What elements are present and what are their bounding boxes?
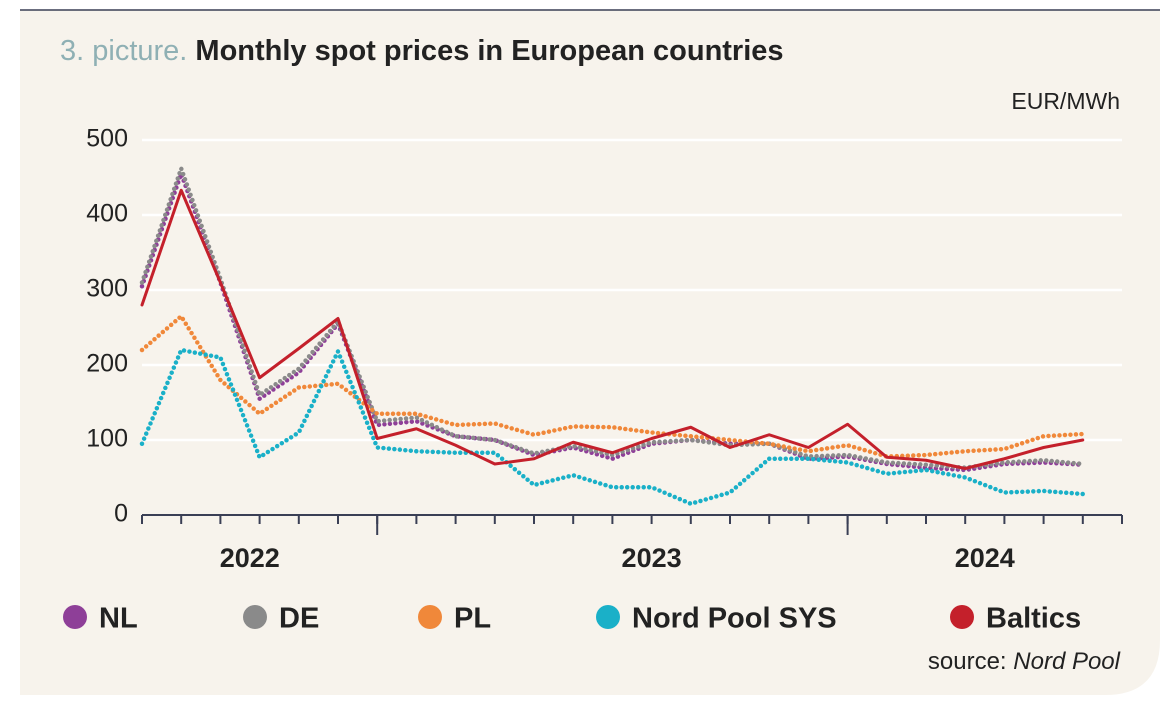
legend-marker xyxy=(596,605,620,629)
y-tick-label: 0 xyxy=(114,500,128,528)
chart-title: 3. picture. Monthly spot prices in Europ… xyxy=(60,35,784,67)
x-tick-label: 2022 xyxy=(220,543,280,573)
source-name: Nord Pool xyxy=(1013,648,1120,675)
title-prefix: 3. picture. xyxy=(60,35,187,67)
legend-marker xyxy=(418,605,442,629)
series-line xyxy=(139,347,1086,506)
legend-label: DE xyxy=(279,603,319,635)
panel xyxy=(20,10,1160,695)
x-tick-label: 2024 xyxy=(955,543,1015,573)
unit-label: EUR/MWh xyxy=(1011,88,1120,114)
legend-marker xyxy=(950,605,974,629)
legend-label: NL xyxy=(99,603,138,635)
source-prefix: source: xyxy=(928,648,1007,675)
legend-marker xyxy=(243,605,267,629)
x-tick-label: 2023 xyxy=(622,543,682,573)
legend-marker xyxy=(63,605,87,629)
source: source: Nord Pool xyxy=(928,648,1121,675)
legend-label: PL xyxy=(454,603,491,635)
y-tick-label: 400 xyxy=(86,200,128,228)
legend-label: Baltics xyxy=(986,603,1081,635)
y-tick-label: 500 xyxy=(86,125,128,153)
series-line xyxy=(139,166,1086,470)
series-line xyxy=(139,171,1086,473)
y-tick-label: 200 xyxy=(86,350,128,378)
title-text: Monthly spot prices in European countrie… xyxy=(195,35,783,67)
y-tick-label: 100 xyxy=(86,425,128,453)
series-line xyxy=(140,188,1085,470)
legend-label: Nord Pool SYS xyxy=(632,603,837,635)
series-line xyxy=(139,314,1086,459)
y-tick-label: 300 xyxy=(86,275,128,303)
